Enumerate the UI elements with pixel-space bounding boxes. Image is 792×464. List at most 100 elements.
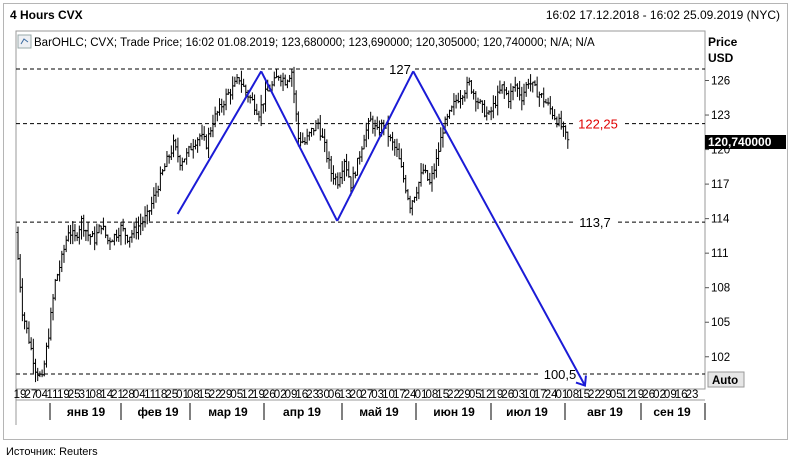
ohlc-bar [143, 206, 147, 228]
ohlc-bar [331, 165, 335, 185]
ohlc-bar [226, 88, 230, 95]
auto-button-label[interactable]: Auto [712, 375, 738, 387]
ohlc-bar [200, 124, 204, 140]
ohlc-bar [172, 134, 176, 158]
ohlc-bar [150, 196, 154, 215]
ohlc-bar [432, 163, 436, 180]
ohlc-bar [546, 97, 550, 106]
ohlc-bar [419, 163, 423, 187]
ohlc-bar [417, 181, 421, 200]
level-label: 122,25 [578, 117, 618, 132]
currency-label: USD [708, 51, 734, 65]
x-day-label: 21 [111, 389, 124, 401]
x-day-label: 15 [577, 389, 590, 401]
x-day-label: 19 [252, 389, 265, 401]
pattern-line [336, 70, 415, 222]
x-day-label: 11 [144, 389, 156, 401]
ohlc-bar [209, 127, 213, 138]
ohlc-bar [347, 161, 351, 178]
x-day-label: 19 [14, 389, 27, 401]
ohlc-bar [397, 143, 401, 160]
x-month-label: апр 19 [283, 405, 321, 419]
pattern-line [412, 70, 586, 387]
ohlc-bar [77, 225, 81, 245]
x-day-label: 23 [306, 389, 319, 401]
ohlc-bar [257, 110, 261, 122]
ohlc-bar [134, 217, 138, 240]
ohlc-bar [248, 94, 252, 104]
ohlc-bar [325, 139, 329, 163]
ohlc-bar [154, 182, 158, 203]
ohlc-bar [115, 229, 119, 242]
ohlc-bar [272, 71, 276, 87]
ohlc-bar [364, 122, 368, 148]
ohlc-bar [318, 114, 322, 141]
x-day-label: 18 [155, 389, 168, 401]
x-day-label: 11 [47, 389, 59, 401]
ohlc-bar [132, 221, 136, 239]
ohlc-bar [323, 128, 327, 153]
ohlc-bar [204, 134, 208, 150]
x-day-label: 22 [588, 389, 601, 401]
ohlc-bar [531, 81, 535, 93]
x-day-label: 12 [621, 389, 634, 401]
x-day-label: 29 [458, 389, 471, 401]
x-day-label: 06 [328, 389, 341, 401]
ohlc-bar [23, 312, 27, 330]
x-day-label: 14 [100, 389, 113, 401]
ohlc-bar [99, 225, 103, 235]
ohlc-bar [362, 134, 366, 150]
x-day-label: 26 [263, 389, 276, 401]
ohlc-bar [71, 221, 75, 245]
ohlc-bar [423, 164, 427, 174]
x-day-label: 09 [664, 389, 677, 401]
ohlc-bar [377, 120, 381, 136]
y-tick-label: 126 [711, 75, 730, 87]
auto-scale-button[interactable]: Auto [707, 371, 745, 388]
ohlc-bar [312, 127, 316, 136]
ohlc-bar [480, 100, 484, 113]
ohlc-bar [522, 83, 526, 106]
x-day-label: 17 [393, 389, 406, 401]
auto-button-frame[interactable] [707, 371, 745, 388]
ohlc-bar [294, 90, 298, 122]
x-day-label: 31 [79, 389, 92, 401]
ohlc-bar [66, 225, 70, 242]
ohlc-bar [264, 80, 268, 112]
ohlc-bar [277, 75, 281, 81]
x-day-label: 10 [523, 389, 536, 401]
date-range: 16:02 17.12.2018 - 16:02 25.09.2019 (NYC… [545, 8, 780, 22]
ohlc-bar [518, 80, 522, 101]
x-day-label: 17 [534, 389, 547, 401]
ohlc-bar [128, 236, 132, 248]
ohlc-bar [402, 161, 406, 183]
ohlc-bar [489, 106, 493, 121]
ohlc-bar [465, 76, 469, 99]
ohlc-bar [487, 110, 491, 115]
ohlc-bar [259, 94, 263, 127]
ohlc-bar [408, 195, 412, 214]
ohlc-bar [437, 142, 441, 166]
ohlc-bar [439, 127, 443, 152]
ohlc-bar [158, 166, 162, 192]
ohlc-bar [430, 166, 434, 192]
plot-area [15, 30, 706, 390]
ohlc-bar [53, 278, 57, 301]
x-day-label: 02 [653, 389, 666, 401]
ohlc-bar [463, 90, 467, 102]
ohlc-bar [189, 142, 193, 151]
ohlc-bar [147, 210, 151, 222]
x-day-label: 13 [339, 389, 352, 401]
ohlc-bar [454, 94, 458, 109]
ohlc-bar [555, 116, 559, 128]
ohlc-bar [371, 115, 375, 134]
x-day-label: 30 [317, 389, 330, 401]
ohlc-bar [47, 328, 51, 349]
ohlc-bar [95, 223, 99, 246]
ohlc-bar [461, 95, 465, 105]
x-month-label: май 19 [359, 405, 399, 419]
x-day-label: 08 [425, 389, 438, 401]
x-day-label: 08 [566, 389, 579, 401]
x-day-label: 29 [599, 389, 612, 401]
